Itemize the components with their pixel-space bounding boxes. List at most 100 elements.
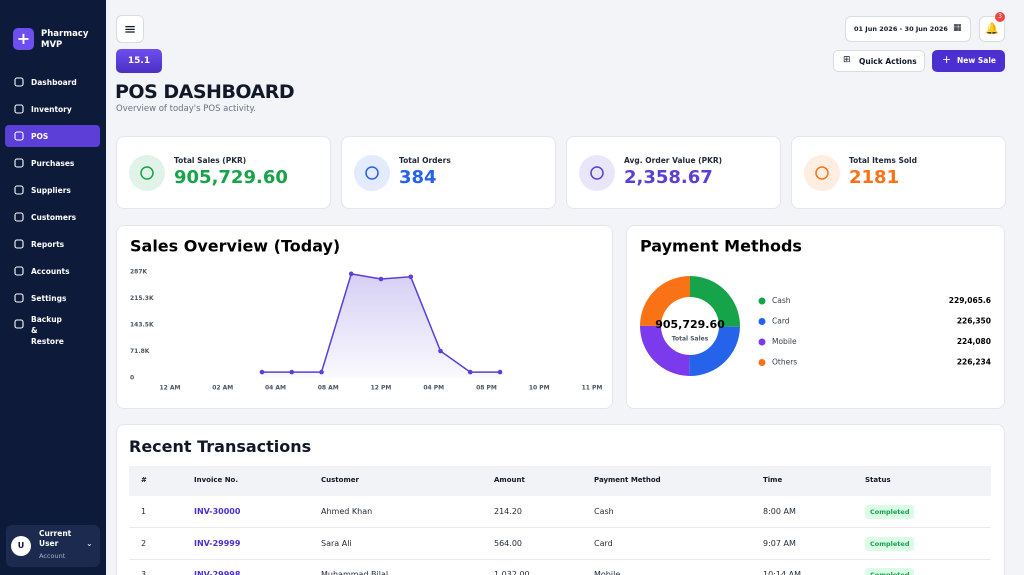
nav-icon xyxy=(14,266,24,276)
nav-label: Backup & Restore xyxy=(31,315,64,346)
nav-icon xyxy=(14,131,24,141)
pie-slice xyxy=(640,276,690,326)
nav-icon xyxy=(14,212,24,222)
nav-item[interactable]: POS xyxy=(5,125,100,147)
date-range[interactable]: 01 Jun 2026 - 30 Jun 2026 ▦ xyxy=(845,16,971,42)
user-name: Current User xyxy=(39,529,72,548)
x-tick-label: 12 AM xyxy=(159,385,180,392)
table-header xyxy=(129,466,991,496)
nav-icon-shape xyxy=(14,104,24,114)
stat-card: Total Items Sold 2181 xyxy=(791,136,1006,209)
nav-icon-shape xyxy=(14,239,24,249)
page-title: POS DASHBOARD xyxy=(115,81,295,103)
nav-item[interactable]: Inventory xyxy=(5,98,100,120)
invoice-link[interactable]: INV-30000 xyxy=(194,507,241,516)
sales-area xyxy=(262,273,500,378)
page-subtitle: Overview of today's POS activity. xyxy=(116,104,256,114)
stat-icon-bg xyxy=(354,155,390,191)
stat-card: Total Orders 384 xyxy=(341,136,556,209)
stat-icon-glyph xyxy=(365,166,379,180)
y-tick-label: 0 xyxy=(130,375,134,382)
column-header: Customer xyxy=(321,476,359,484)
sidebar xyxy=(0,0,106,575)
nav-icon xyxy=(14,293,24,303)
calendar-icon: ▦ xyxy=(953,23,962,33)
nav-item[interactable]: Accounts xyxy=(5,260,100,282)
nav-item[interactable]: Dashboard xyxy=(5,71,100,93)
nav-icon xyxy=(14,319,24,329)
stat-value: 384 xyxy=(399,167,437,188)
new-sale-button[interactable]: + New Sale xyxy=(932,50,1005,72)
sales-point xyxy=(319,369,324,375)
legend-dot xyxy=(758,338,766,346)
legend-dot xyxy=(758,359,766,366)
status-badge: Completed xyxy=(865,505,915,519)
invoice-link[interactable]: INV-29999 xyxy=(194,538,241,548)
brand-name: Pharmacy MVP xyxy=(41,29,89,50)
stat-icon-glyph xyxy=(590,166,604,180)
sales-point xyxy=(259,369,265,375)
x-tick-label: 10 PM xyxy=(529,385,550,392)
table-cell: Cash xyxy=(594,507,614,516)
table-cell: 10:14 AM xyxy=(763,570,801,575)
nav-label: Settings xyxy=(31,294,67,303)
table-cell: 3 xyxy=(141,570,147,575)
chart-title: Payment Methods xyxy=(640,237,802,256)
stat-icon-bg xyxy=(804,155,840,191)
invoice-link[interactable]: INV-29998 xyxy=(194,570,241,575)
stat-icon xyxy=(804,155,840,191)
x-tick-label: 04 PM xyxy=(423,385,444,392)
user-box[interactable]: U Current User Account ⌄ xyxy=(6,525,100,567)
column-header: Status xyxy=(865,476,891,484)
payment-chart: Payment Methods 905,729.60 Total Sales Cash… xyxy=(640,237,991,376)
nav-label: Inventory xyxy=(31,105,72,114)
user-avatar: U xyxy=(11,536,31,556)
stat-icon xyxy=(129,155,165,191)
pie-center-value: 905,729.60 xyxy=(655,318,725,331)
nav-icon-shape xyxy=(14,77,24,87)
transactions-title: Recent Transactions xyxy=(129,437,312,456)
nav-icon-shape xyxy=(14,212,24,222)
stat-value: 2181 xyxy=(849,167,900,188)
x-tick-label: 04 AM xyxy=(265,385,286,392)
legend-value: 226,234 xyxy=(957,358,991,367)
table-cell: 8:00 AM xyxy=(763,507,796,516)
nav-item[interactable]: Suppliers xyxy=(5,179,100,201)
stat-label: Total Sales (PKR) xyxy=(174,156,247,165)
nav-item[interactable]: Reports xyxy=(5,233,100,255)
stat-icon-glyph xyxy=(140,166,154,180)
sales-point xyxy=(497,369,503,375)
stat-icon-bg xyxy=(579,155,615,191)
nav-item[interactable]: Purchases xyxy=(5,152,100,174)
y-tick-label: 71.8K xyxy=(130,348,150,355)
stat-card: Total Sales (PKR) 905,729.60 xyxy=(116,136,331,209)
x-tick-label: 08 AM xyxy=(318,385,339,392)
quick-actions-icon: ⊞ xyxy=(843,55,851,65)
table-cell: 1 xyxy=(141,507,147,516)
y-tick-label: 287K xyxy=(130,269,148,276)
legend-label: Mobile xyxy=(772,337,797,346)
pie-center-label: Total Sales xyxy=(672,336,709,343)
table-cell: 1,032.00 xyxy=(494,570,530,575)
stat-value: 905,729.60 xyxy=(174,167,288,188)
quick-actions-button[interactable]: ⊞ Quick Actions xyxy=(833,50,925,72)
row-divider xyxy=(129,558,991,560)
nav-icon xyxy=(14,77,24,87)
chart-title: Sales Overview (Today) xyxy=(130,237,340,256)
menu-button[interactable]: ≡ xyxy=(116,15,144,43)
transactions-card: Recent Transactions # Invoice No. Customer A… xyxy=(116,424,1005,575)
legend-dot xyxy=(758,318,766,325)
table-cell: Muhammad Bilal xyxy=(321,570,389,575)
legend-value: 229,065.6 xyxy=(949,296,991,305)
nav-item[interactable]: Customers xyxy=(5,206,100,228)
nav-item[interactable]: Backup & Restore xyxy=(5,313,100,346)
nav-label: Reports xyxy=(31,240,65,249)
x-tick-label: 11 PM xyxy=(582,385,603,392)
new-sale-label: New Sale xyxy=(957,56,997,65)
legend-label: Card xyxy=(772,317,790,326)
nav-item[interactable]: Settings xyxy=(5,287,100,309)
table-cell: 2 xyxy=(141,538,147,548)
table-cell: Ahmed Khan xyxy=(321,507,373,516)
